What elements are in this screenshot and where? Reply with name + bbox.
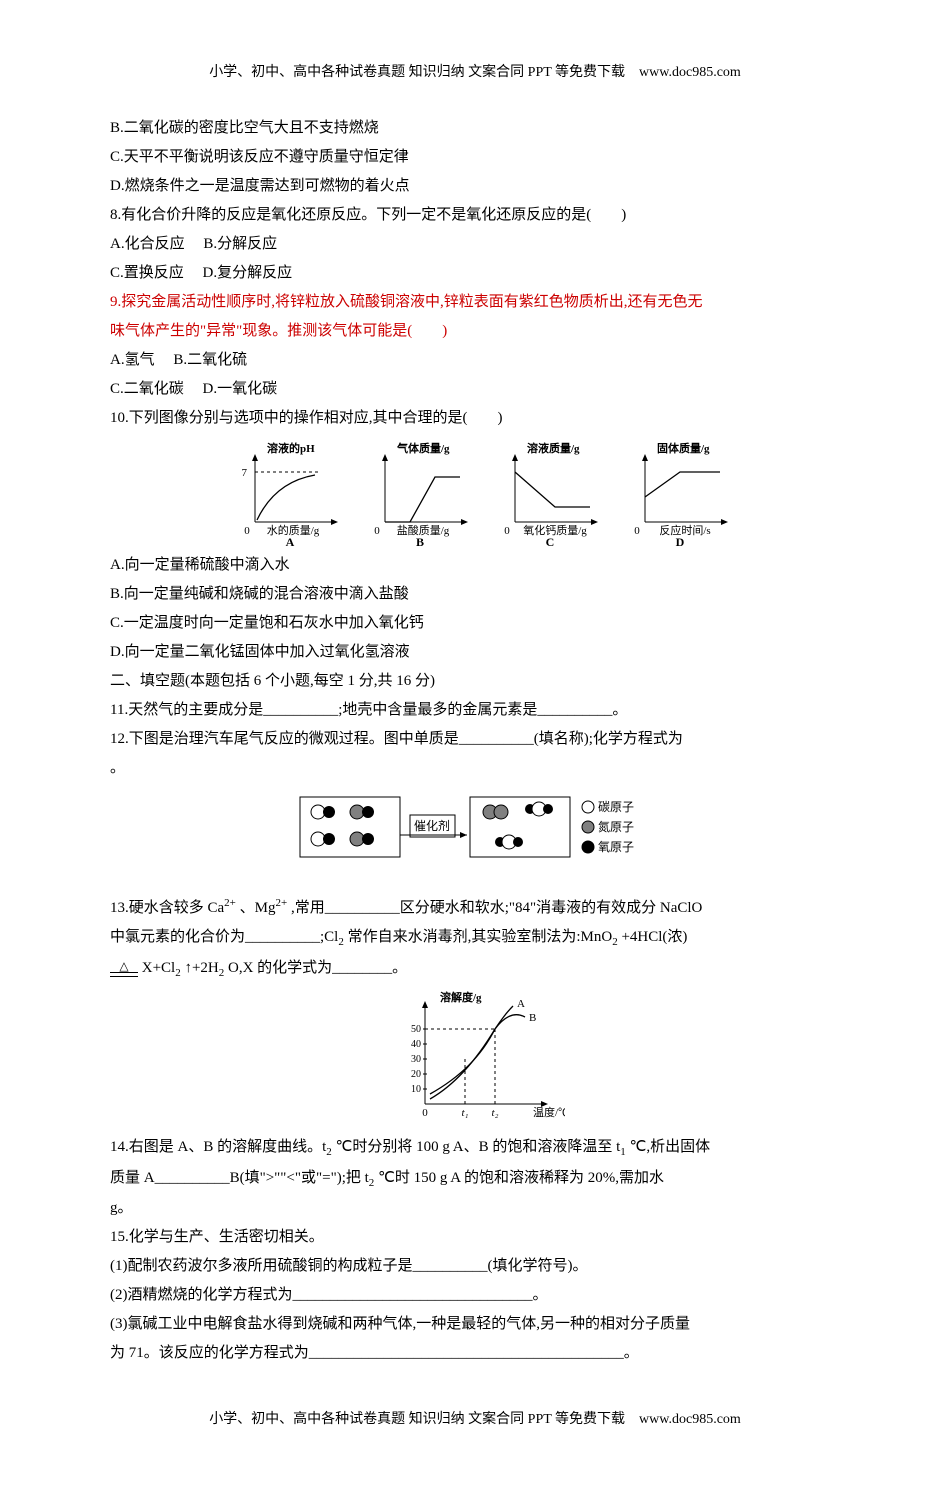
q7-option-C: C.天平不平衡说明该反应不遵守质量守恒定律 [110,144,840,171]
q8-option-B: B.分解反应 [203,236,277,252]
q15-p1: (1)配制农药波尔多液所用硫酸铜的构成粒子是__________(填化学符号)。 [110,1253,840,1280]
q8-options-row2: C.置换反应 D.复分解反应 [110,260,840,287]
svg-text:0: 0 [244,525,250,537]
svg-text:10: 10 [411,1084,421,1095]
q11: 11.天然气的主要成分是__________;地壳中含量最多的金属元素是____… [110,697,840,724]
svg-text:20: 20 [411,1069,421,1080]
q10-option-A: A.向一定量稀硫酸中滴入水 [110,552,840,579]
q12-stem: 12.下图是治理汽车尾气反应的微观过程。图中单质是__________(填名称)… [110,726,840,753]
q13-p2: 、Mg [240,900,276,916]
svg-text:50: 50 [411,1024,421,1035]
q15-p2: (2)酒精燃烧的化学方程式为__________________________… [110,1282,840,1309]
svg-text:D: D [676,535,685,547]
svg-text:溶解度/g: 溶解度/g [440,990,482,1004]
q12-stem-text: 12.下图是治理汽车尾气反应的微观过程。图中单质是__________(填名称)… [110,731,683,747]
svg-text:B: B [416,535,424,547]
q13-p5: 常作自来水消毒剂,其实验室制法为:MnO [348,929,613,945]
svg-text:0: 0 [422,1107,428,1119]
q13-p1: 13.硬水含较多 Ca [110,900,224,916]
catalyst-label: 催化剂 [414,818,450,833]
triangle-symbol: △ [110,960,138,972]
svg-text:C: C [546,535,555,547]
q8-option-A: A.化合反应 [110,236,185,252]
q9-options-row2: C.二氧化碳 D.一氧化碳 [110,376,840,403]
q15-p3b: 为 71。该反应的化学方程式为_________________________… [110,1340,840,1367]
q14-s1: 14.右图是 A、B 的溶解度曲线。t [110,1139,326,1155]
q15-p3a: (3)氯碱工业中电解食盐水得到烧碱和两种气体,一种是最轻的气体,另一种的相对分子… [110,1311,840,1338]
svg-text:反应时间/s: 反应时间/s [659,523,710,537]
q9-option-C: C.二氧化碳 [110,381,184,397]
svg-text:固体质量/g: 固体质量/g [657,441,710,455]
svg-text:氧原子: 氧原子 [598,840,634,854]
chartA-ylabel: 溶液的pH [267,441,315,455]
svg-text:t₁: t₁ [462,1107,469,1119]
q9-stem2-row: 味气体产生的"异常"现象。推测该气体可能是( ) [110,318,840,345]
q8-stem: 8.有化合价升降的反应是氧化还原反应。下列一定不是氧化还原反应的是( ) [110,202,840,229]
q13-p7: X+Cl [142,960,175,976]
svg-text:气体质量/g: 气体质量/g [396,441,450,455]
q8-option-C: C.置换反应 [110,265,184,281]
q8-option-D: D.复分解反应 [203,265,293,281]
q13: 13.硬水含较多 Ca2+ 、Mg2+ ,常用__________区分硬水和软水… [110,894,840,922]
q14-s2: ℃时分别将 100 g A、B 的饱和溶液降温至 t [336,1139,621,1155]
svg-text:温度/℃: 温度/℃ [533,1105,565,1119]
q9-option-A: A.氢气 [110,352,155,368]
svg-text:0: 0 [504,525,510,537]
q14-line2: 质量 A__________B(填">""<"或"=");把 t2 ℃时 150… [110,1165,840,1194]
svg-text:溶液质量/g: 溶液质量/g [527,441,580,455]
q14-s3: ℃,析出固体 [630,1139,711,1155]
page-header: 小学、初中、高中各种试卷真题 知识归纳 文案合同 PPT 等免费下载 www.d… [110,60,840,85]
q10-option-C: C.一定温度时向一定量饱和石灰水中加入氧化钙 [110,610,840,637]
q14-chart: 溶解度/g 10 20 30 40 50 A B t₁ t₂ 0 温度/℃ [110,989,840,1129]
svg-text:B: B [529,1012,536,1024]
svg-text:碳原子: 碳原子 [598,800,634,814]
svg-text:t₂: t₂ [492,1107,499,1119]
q9-options-row1: A.氢气 B.二氧化硫 [110,347,840,374]
q10-stem: 10.下列图像分别与选项中的操作相对应,其中合理的是( ) [110,405,840,432]
q14-s4: 质量 A__________B(填">""<"或"=");把 t [110,1170,369,1186]
q14-line1: 14.右图是 A、B 的溶解度曲线。t2 ℃时分别将 100 g A、B 的饱和… [110,1134,840,1163]
svg-text:30: 30 [411,1054,421,1065]
q12-tail: 。 [110,755,840,782]
q7-option-B: B.二氧化碳的密度比空气大且不支持燃烧 [110,115,840,142]
q10-option-D: D.向一定量二氧化锰固体中加入过氧化氢溶液 [110,639,840,666]
q13-p8: ↑+2H [184,960,218,976]
svg-text:A: A [517,998,525,1010]
q14-line3: g。 [110,1195,840,1222]
q10-charts: 溶液的pH 7 0 水的质量/g A 气体质量/g 0 盐酸质量/g B 溶液 [110,437,840,547]
svg-text:40: 40 [411,1039,421,1050]
q9-stem2: 味气体产生的"异常"现象。推测该气体可能是( ) [110,323,447,339]
q13-line2: 中氯元素的化合价为__________;Cl2 常作自来水消毒剂,其实验室制法为… [110,924,840,953]
q13-p4: 中氯元素的化合价为__________;Cl [110,929,338,945]
page-footer: 小学、初中、高中各种试卷真题 知识归纳 文案合同 PPT 等免费下载 www.d… [110,1407,840,1432]
svg-text:7: 7 [242,467,248,479]
q14-s5: ℃时 150 g A 的饱和溶液稀释为 20%,需加水 [378,1170,664,1186]
q9-option-D: D.一氧化碳 [203,381,278,397]
svg-text:0: 0 [374,525,380,537]
q13-p6: +4HCl(浓) [621,929,687,945]
q8-options-row1: A.化合反应 B.分解反应 [110,231,840,258]
q13-line3: △ X+Cl2 ↑+2H2 O,X 的化学式为________。 [110,955,840,984]
q13-p9: O,X 的化学式为________。 [228,960,407,976]
section2-title: 二、填空题(本题包括 6 个小题,每空 1 分,共 16 分) [110,668,840,695]
q9-option-B: B.二氧化硫 [173,352,247,368]
svg-text:A: A [286,535,295,547]
q9-stem1: 9.探究金属活动性顺序时,将锌粒放入硫酸铜溶液中,锌粒表面有紫红色物质析出,还有… [110,289,840,316]
q12-diagram: 催化剂 碳原子 氮原子 氧原子 [110,787,840,867]
svg-text:0: 0 [634,525,640,537]
q13-p3: ,常用__________区分硬水和软水;"84"消毒液的有效成分 NaClO [291,900,702,916]
svg-text:氧化钙质量/g: 氧化钙质量/g [523,523,587,537]
q7-option-D: D.燃烧条件之一是温度需达到可燃物的着火点 [110,173,840,200]
q15-stem: 15.化学与生产、生活密切相关。 [110,1224,840,1251]
q10-option-B: B.向一定量纯碱和烧碱的混合溶液中滴入盐酸 [110,581,840,608]
svg-text:氮原子: 氮原子 [598,819,634,834]
